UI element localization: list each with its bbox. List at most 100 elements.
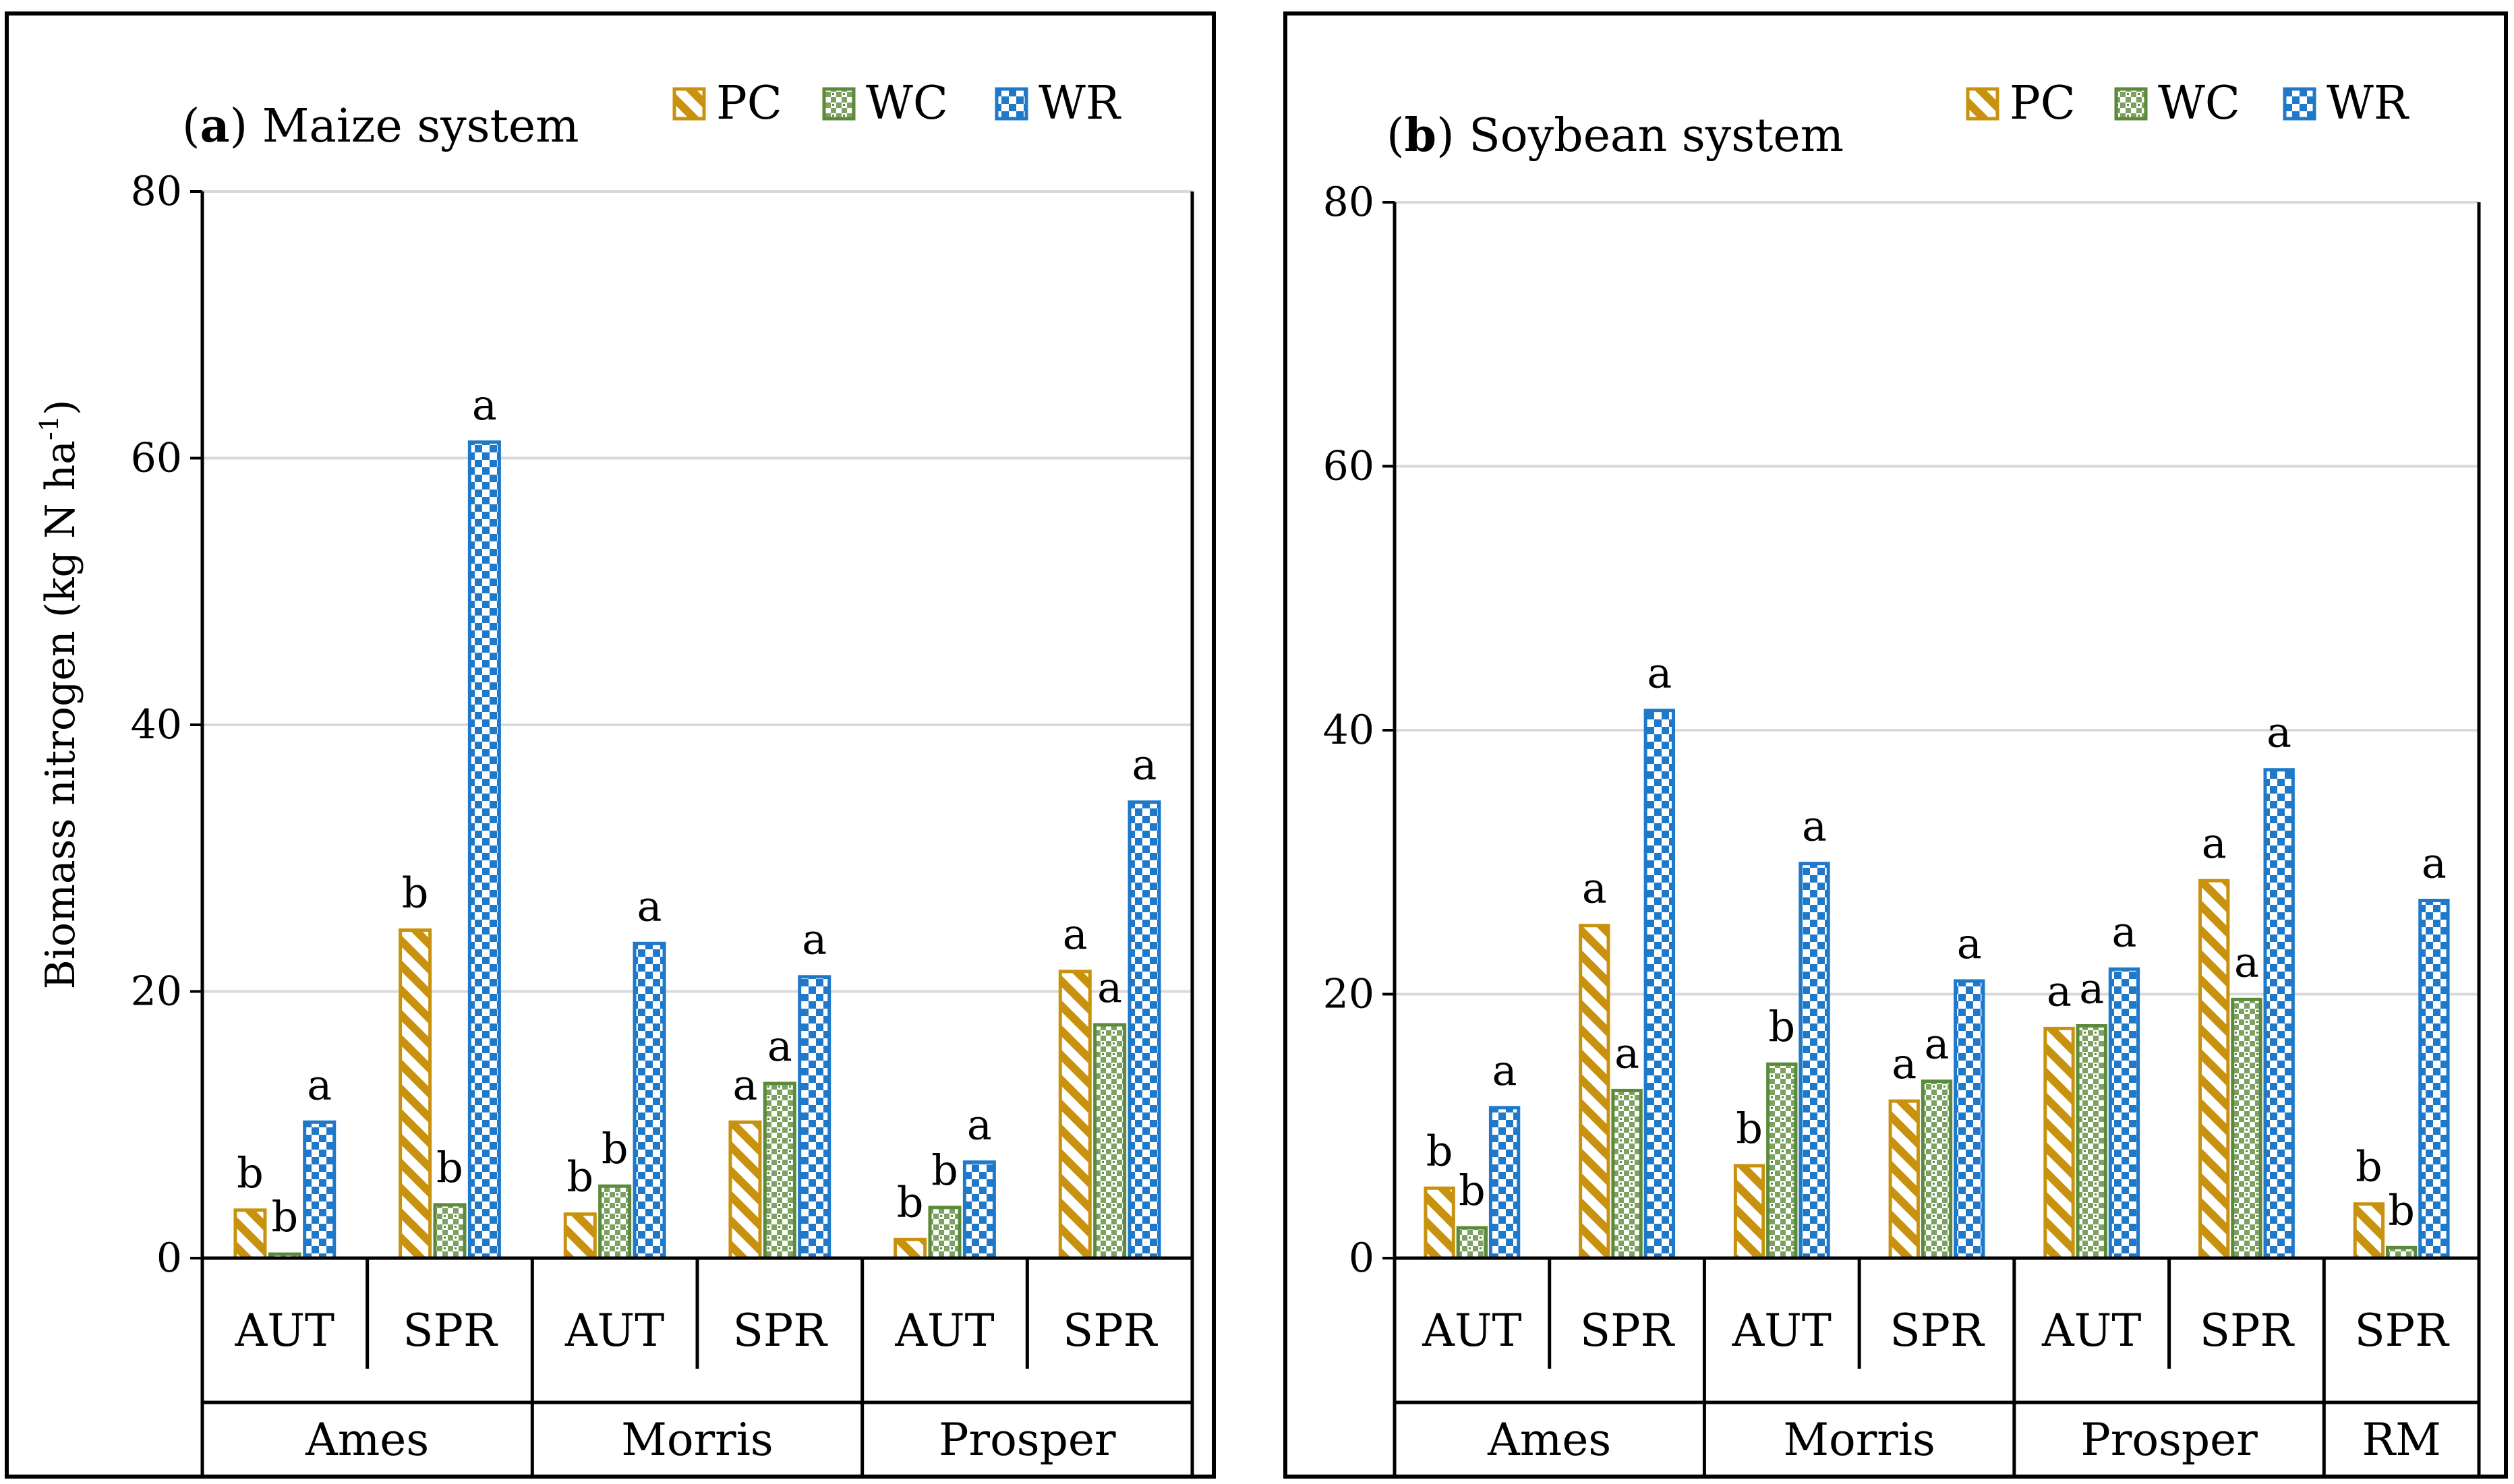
bar-wr [1954,979,1985,1260]
significance-letter-pc: a [2047,966,2072,1015]
bar-pc [728,1120,762,1260]
significance-letter-wc: b [436,1143,463,1192]
significance-letter-wr: a [1802,802,1827,851]
significance-letter-wr: a [1492,1046,1517,1095]
legend-wr-swatch [2283,87,2316,121]
bar-pc [563,1212,597,1260]
significance-letter-wc: b [931,1146,958,1195]
bar-wc [1611,1088,1643,1260]
legend-wc-swatch [822,87,856,121]
legend-wc-swatch [2114,87,2148,121]
y-tick-label: 0 [156,1235,182,1282]
panel-b-title: (b) Soybean system [1386,109,1844,162]
site-label: Ames [305,1414,429,1466]
bar-wr [1488,1106,1521,1260]
bar-wr [1643,709,1675,1260]
category-label: AUT [1732,1305,1832,1357]
panel-b-gridlines [1395,201,2479,996]
category-label: AUT [894,1305,994,1357]
significance-letter-pc: b [1736,1104,1763,1153]
y-tick-label: 20 [131,968,182,1015]
bar-wc [598,1184,632,1260]
significance-letter-wr: a [2422,839,2447,888]
bar-pc [1733,1164,1765,1260]
panel-a-legend: PC WC WR [672,77,1121,130]
site-label: Ames [1487,1414,1611,1466]
significance-letter-wc: a [1097,963,1122,1012]
legend-wc-label: WC [2158,77,2240,130]
significance-letter-pc: a [1892,1039,1917,1088]
y-tick-label: 80 [1323,179,1374,226]
category-label: SPR [1890,1305,1985,1357]
y-tick-label: 80 [131,168,182,215]
bar-wr [467,440,501,1260]
significance-letter-wr: a [2267,708,2291,757]
significance-letter-wr: a [1647,649,1672,698]
bar-pc [2198,879,2230,1260]
significance-letter-wc: a [2079,963,2104,1013]
bar-wr [1128,800,1161,1260]
significance-letter-wc: a [1614,1028,1639,1077]
panel-b-legend: PC WC WR [1966,77,2409,130]
bar-wr [798,975,831,1260]
bar-wc [433,1203,467,1260]
legend-wr-swatch [995,87,1028,121]
bar-wc [1093,1023,1127,1260]
bar-wc [763,1081,796,1260]
category-label: SPR [2354,1305,2450,1357]
significance-letter-pc: b [566,1152,593,1201]
bar-pc [1424,1186,1455,1260]
category-label: SPR [733,1305,829,1357]
bar-wc [1921,1079,1953,1260]
category-label: AUT [564,1305,664,1357]
significance-letter-wr: a [472,380,497,429]
site-label: Morris [621,1414,773,1466]
panel-a-y-axis-label: Biomass nitrogen (kg N ha-1) [34,400,84,990]
bar-wr [1799,862,1830,1260]
significance-letter-pc: a [732,1060,757,1109]
site-label: Prosper [939,1414,1116,1466]
bar-wr [2108,967,2140,1260]
panel-b-border [1283,11,2508,1479]
significance-letter-wc: b [1459,1166,1486,1215]
category-label: AUT [235,1305,334,1357]
site-label: RM [2362,1414,2441,1466]
significance-letter-wr: a [967,1100,992,1150]
category-label: SPR [2200,1305,2296,1357]
bar-pc [2353,1202,2385,1260]
category-label: AUT [2041,1305,2141,1357]
bar-wr [303,1120,337,1260]
category-label: SPR [1063,1305,1159,1357]
significance-letter-pc: a [1063,910,1088,959]
significance-letter-wc: b [1768,1002,1795,1051]
significance-letter-pc: a [1582,864,1607,913]
panel-a-axes: 0 20 40 60 80 AUT SPR AUT SPR AUT SPR Ames Morris Pro… [131,168,1194,1477]
significance-letter-wc: b [271,1192,298,1241]
bar-wc [1456,1226,1488,1260]
legend-wc-label: WC [866,77,948,130]
significance-letter-wc: b [2388,1185,2415,1235]
bar-pc [1888,1099,1920,1260]
legend-wr-label: WR [1039,77,1121,130]
y-tick-label: 60 [1323,443,1374,490]
significance-letter-wr: a [1957,919,1982,968]
significance-letter-pc: b [1426,1126,1453,1175]
legend-wr-label: WR [2327,77,2409,130]
significance-letter-wr: a [1132,740,1157,790]
y-tick-label: 0 [1349,1235,1374,1282]
significance-letter-wc: a [767,1021,792,1071]
bar-wc [2076,1023,2107,1260]
legend-pc-label: PC [2010,77,2076,130]
significance-letter-pc: a [2202,819,2227,868]
bar-wr [2418,899,2450,1260]
panel-a-border [5,11,1216,1479]
bar-wr [633,941,666,1260]
legend-pc-swatch [1966,87,1999,121]
significance-letter-pc: b [897,1177,924,1226]
panel-b-bars [1424,709,2450,1260]
bar-wc [2231,997,2262,1260]
